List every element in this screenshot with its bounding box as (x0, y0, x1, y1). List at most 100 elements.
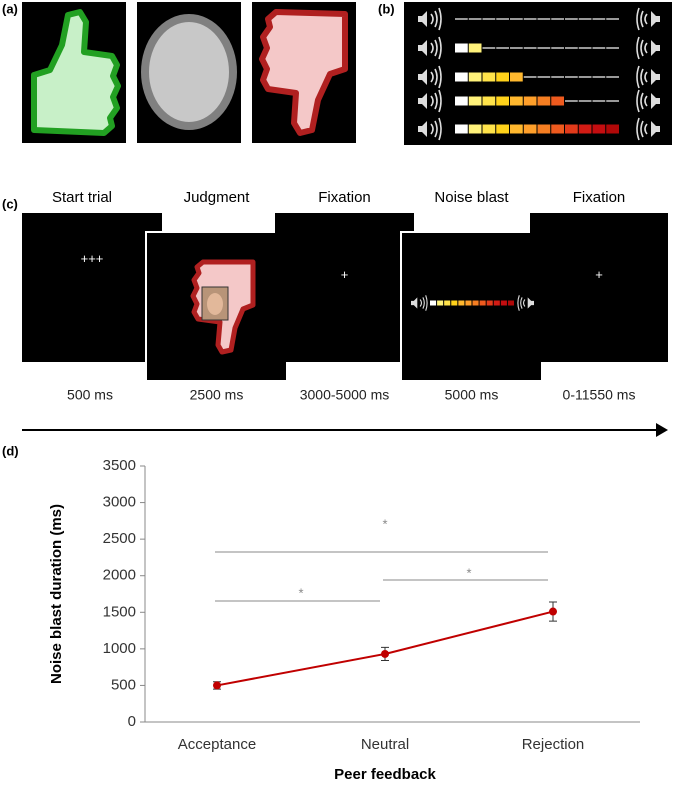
noise-rows (418, 7, 660, 141)
speaker-icon (418, 121, 427, 137)
data-point (549, 607, 557, 616)
noise-segment (606, 124, 619, 134)
step-title: Fixation (318, 189, 371, 206)
screen-text: + (341, 267, 349, 282)
noise-segment (458, 300, 465, 306)
significance-star: * (298, 585, 303, 600)
sound-wave (520, 297, 523, 309)
sound-wave (430, 13, 434, 25)
step-title: Judgment (184, 189, 251, 206)
panel-label: (a) (2, 1, 18, 16)
panel-label: (d) (2, 443, 19, 458)
sound-wave (438, 65, 442, 89)
y-tick-label: 1000 (103, 640, 136, 657)
sound-wave (438, 117, 442, 141)
noise-segment (455, 96, 468, 106)
noise-segment (468, 124, 482, 134)
noise-segment (468, 43, 482, 53)
noise-segment (465, 300, 472, 306)
noise-segment (507, 300, 514, 306)
step-title: Noise blast (434, 189, 509, 206)
chart: Noise blast duration (ms) Peer feedback … (48, 457, 640, 783)
speaker-icon (418, 69, 427, 85)
sound-wave (434, 10, 438, 28)
y-tick-label: 3000 (103, 494, 136, 511)
speaker-icon (418, 93, 427, 109)
noise-segment (468, 72, 482, 82)
sound-wave (434, 120, 438, 138)
screen (275, 213, 414, 362)
speaker-icon (651, 11, 660, 27)
noise-segment (496, 124, 509, 134)
panel-label: (c) (2, 196, 18, 211)
sound-wave (644, 42, 648, 54)
sound-wave (522, 299, 526, 307)
x-tick-label: Acceptance (178, 736, 256, 753)
speaker-icon (651, 93, 660, 109)
y-axis-title: Noise blast duration (ms) (48, 504, 65, 684)
noise-segment (578, 124, 592, 134)
noise-segment (486, 300, 493, 306)
noise-segment (496, 96, 509, 106)
noise-segment (451, 300, 458, 306)
sound-wave (636, 7, 640, 31)
step-title: Fixation (573, 189, 626, 206)
step-title: Start trial (52, 189, 112, 206)
noise-segment (551, 96, 564, 106)
x-axis-title: Peer feedback (334, 766, 436, 783)
step-duration: 5000 ms (445, 387, 499, 403)
noise-segment (430, 300, 437, 306)
noise-segment (455, 72, 468, 82)
noise-segment (496, 72, 509, 82)
sound-wave (636, 65, 640, 89)
noise-segment (468, 96, 482, 106)
sound-wave (517, 295, 520, 311)
sound-wave (640, 120, 644, 138)
data-point (213, 681, 221, 690)
x-tick-label: Neutral (361, 736, 409, 753)
noise-segment (510, 96, 523, 106)
noise-segment (551, 124, 564, 134)
timeline: Start trial +++ 500 ms Judgment 2500 ms Fixat… (22, 189, 668, 403)
feedback-icons (22, 2, 356, 143)
noise-segment (537, 124, 551, 134)
noise-segment (592, 124, 606, 134)
noise-segment (523, 124, 537, 134)
sound-wave (430, 42, 434, 54)
screen (22, 213, 162, 362)
screen-text: + (595, 267, 603, 282)
sound-wave (644, 13, 648, 25)
step-duration: 2500 ms (190, 387, 244, 403)
noise-segment (482, 124, 496, 134)
noise-segment (565, 124, 578, 134)
sound-wave (434, 92, 438, 110)
noise-segment (482, 96, 496, 106)
sound-wave (636, 36, 640, 60)
y-tick-label: 3500 (103, 457, 136, 474)
sound-wave (640, 92, 644, 110)
noise-segment (437, 300, 444, 306)
screen (145, 231, 288, 382)
screen-text: +++ (81, 251, 104, 266)
step-duration: 3000-5000 ms (300, 387, 390, 403)
noise-segment (510, 72, 523, 82)
step-duration: 0-11550 ms (563, 387, 636, 403)
significance-star: * (382, 516, 387, 531)
y-tick-label: 1500 (103, 603, 136, 620)
sound-wave (644, 123, 648, 135)
noise-segment (510, 124, 523, 134)
speaker-icon (418, 40, 427, 56)
step-duration: 500 ms (67, 387, 113, 403)
speaker-icon (651, 69, 660, 85)
data-point (381, 649, 389, 658)
time-arrow-head (656, 423, 668, 437)
sound-wave (644, 95, 648, 107)
sound-wave (640, 68, 644, 86)
sound-wave (644, 71, 648, 83)
sound-wave (430, 123, 434, 135)
noise-segment (455, 43, 468, 53)
noise-scale (404, 2, 672, 145)
panel-label: (b) (378, 1, 395, 16)
speaker-icon (527, 297, 534, 309)
